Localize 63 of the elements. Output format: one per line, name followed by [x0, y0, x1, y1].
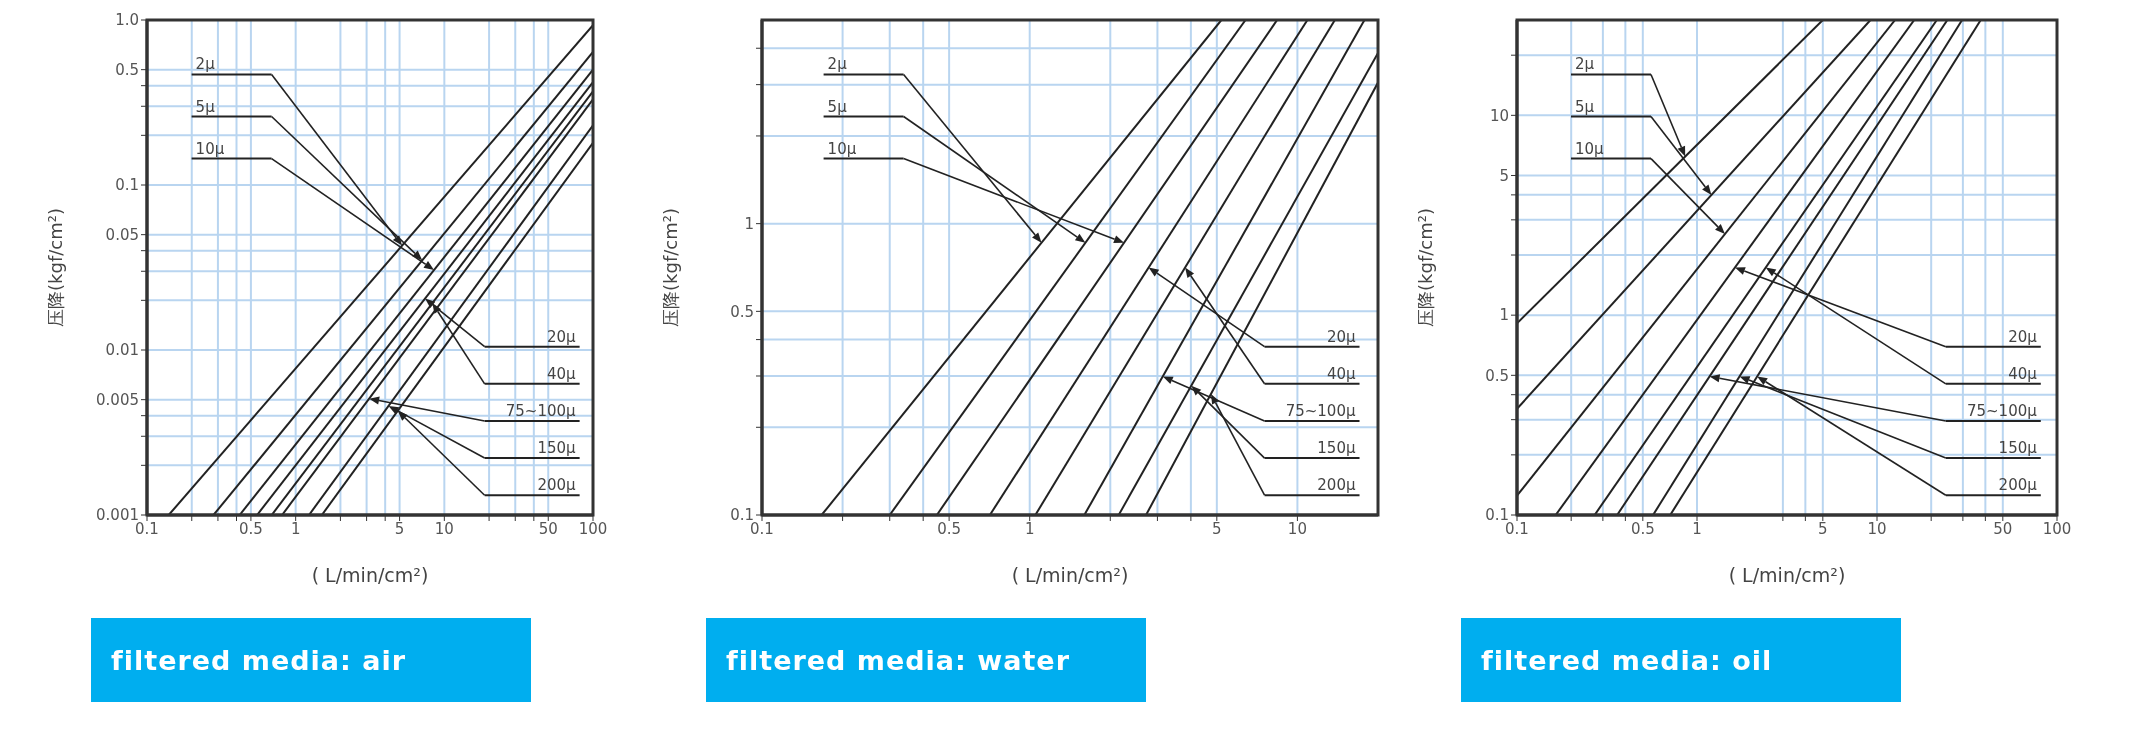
- annotation: 75~100μ: [505, 401, 577, 420]
- x-axis-title: ( L/min/cm²): [1728, 564, 1846, 586]
- y-tick-label: 0.1: [115, 176, 139, 195]
- y-tick-label: 10: [1489, 106, 1509, 125]
- annotation: 20μ: [1326, 327, 1356, 346]
- y-axis-title: 压降(kgf/cm²): [45, 208, 67, 327]
- x-tick-label: 50: [538, 519, 558, 538]
- annotation: 200μ: [1317, 476, 1356, 495]
- annotation: 2μ: [195, 55, 216, 74]
- annotation: 150μ: [537, 439, 577, 458]
- x-tick-label: 5: [1212, 519, 1222, 538]
- x-tick-label: 10: [434, 519, 454, 538]
- y-tick-label: 0.05: [105, 225, 139, 244]
- x-tick-label: 10: [1287, 519, 1307, 538]
- text: filtered media: air: [110, 644, 407, 676]
- y-tick-label: 0.5: [1485, 366, 1509, 385]
- y-tick-label: 0.5: [115, 60, 139, 79]
- x-tick-label: 10: [1867, 519, 1887, 538]
- x-tick-label: 0.5: [1630, 519, 1655, 538]
- annotation: 5μ: [195, 97, 216, 116]
- annotation: 2μ: [1575, 55, 1595, 74]
- annotation: 150μ: [1998, 439, 2038, 458]
- annotation: 40μ: [2008, 364, 2038, 383]
- annotation: 2μ: [827, 55, 848, 74]
- annotation: 20μ: [546, 327, 577, 346]
- annotation: 75~100μ: [1966, 401, 2038, 420]
- y-axis-title: 压降(kgf/cm²): [1415, 208, 1437, 327]
- annotation: 75~100μ: [1285, 401, 1356, 420]
- annotation: 10μ: [1575, 139, 1605, 158]
- x-tick-label: 5: [394, 519, 405, 538]
- x-tick-label: 1: [1024, 519, 1035, 538]
- y-tick-label: 1.0: [115, 11, 139, 30]
- x-tick-label: 0.1: [750, 519, 774, 538]
- y-tick-label: 5: [1499, 166, 1509, 185]
- y-tick-label: 1: [744, 214, 754, 233]
- annotation: 200μ: [537, 476, 577, 495]
- x-axis-title: ( L/min/cm²): [311, 564, 429, 586]
- x-tick-label: 0.5: [937, 519, 962, 538]
- y-tick-label: 0.01: [105, 341, 139, 360]
- x-tick-label: 50: [1993, 519, 2013, 538]
- text: filtered media: oil: [1480, 644, 1773, 676]
- y-tick-label: 0.5: [730, 302, 754, 321]
- y-tick-label: 1: [1499, 306, 1509, 325]
- x-axis-title: ( L/min/cm²): [1011, 564, 1129, 586]
- x-tick-label: 1: [1692, 519, 1702, 538]
- annotation: 200μ: [1998, 476, 2038, 495]
- annotation: 150μ: [1317, 439, 1356, 458]
- x-tick-label: 0.1: [135, 519, 159, 538]
- x-tick-label: 100: [2042, 519, 2072, 538]
- annotation: 5μ: [1575, 97, 1595, 116]
- annotation: 40μ: [546, 364, 577, 383]
- x-tick-label: 100: [578, 519, 608, 538]
- x-tick-label: 0.5: [238, 519, 263, 538]
- y-tick-label: 0.005: [96, 390, 139, 409]
- x-tick-label: 5: [1818, 519, 1828, 538]
- y-axis-title: 压降(kgf/cm²): [660, 208, 682, 327]
- text: filtered media: water: [725, 644, 1070, 676]
- annotation: 5μ: [827, 97, 848, 116]
- annotation: 10μ: [827, 139, 857, 158]
- annotation: 20μ: [2008, 327, 2038, 346]
- annotation: 40μ: [1326, 364, 1356, 383]
- x-tick-label: 1: [290, 519, 301, 538]
- annotation: 10μ: [195, 139, 225, 158]
